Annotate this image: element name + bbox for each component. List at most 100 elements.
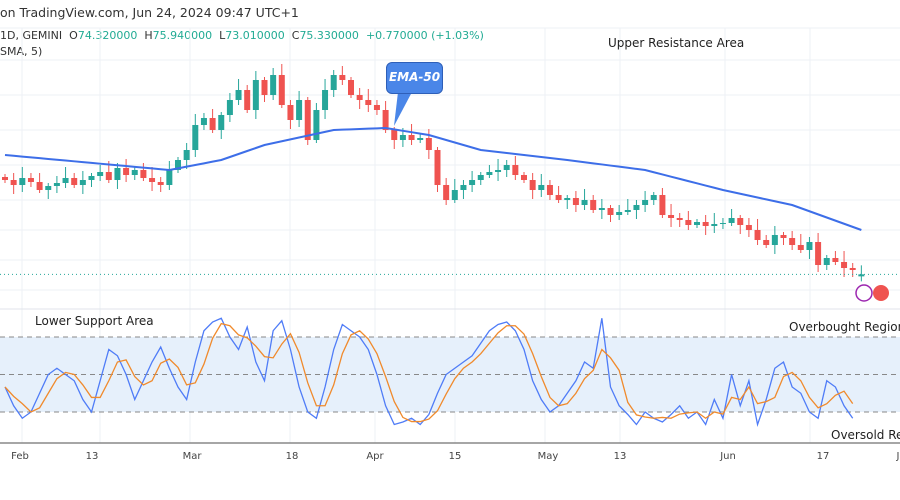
candle-body xyxy=(650,195,657,200)
overbought-label: Overbought Region xyxy=(789,320,900,334)
indicator-legend: SMA, 5) xyxy=(0,45,43,58)
candle-body xyxy=(546,185,553,195)
x-tick-label: Mar xyxy=(182,451,202,462)
candle-body xyxy=(598,208,605,210)
high-value: 75.940000 xyxy=(152,29,213,42)
candle-body xyxy=(391,130,398,140)
candle-body xyxy=(339,75,346,80)
x-tick-label: Jun xyxy=(720,451,736,462)
candle-body xyxy=(659,195,666,215)
candle-body xyxy=(62,178,69,183)
candle-body xyxy=(417,138,424,140)
candle-body xyxy=(218,115,225,130)
candle-body xyxy=(858,274,865,277)
candle-body xyxy=(512,165,519,175)
candle-body xyxy=(200,118,207,125)
candle-body xyxy=(382,110,389,130)
candle-body xyxy=(140,170,147,178)
candle-body xyxy=(53,183,60,186)
stochastic-k-line xyxy=(4,317,854,427)
x-tick-label: 17 xyxy=(816,451,830,462)
candle-body xyxy=(503,165,510,170)
candle-body xyxy=(711,224,718,226)
candle-body xyxy=(564,198,571,200)
candle-body xyxy=(521,175,527,180)
stochastic-d-line xyxy=(4,322,854,423)
change-value: +0.770000 (+1.03%) xyxy=(365,29,484,42)
close-value: 75.330000 xyxy=(299,29,359,42)
candle-body xyxy=(486,172,493,175)
candle-body xyxy=(183,150,190,160)
chart-source-header: on TradingView.com, Jun 24, 2024 09:47 U… xyxy=(0,5,299,20)
candle-body xyxy=(745,225,752,230)
candle-body xyxy=(313,110,320,140)
candle-body xyxy=(278,75,285,105)
candle-body xyxy=(685,220,692,225)
candle-body xyxy=(806,242,813,250)
symbol-label: 1D, GEMINI xyxy=(0,29,63,42)
candle-body xyxy=(2,177,8,180)
candle-body xyxy=(114,168,121,180)
candle-body xyxy=(460,185,467,190)
candle-body xyxy=(624,210,631,212)
candle-body xyxy=(27,178,34,182)
candle-body xyxy=(330,75,337,90)
candle-body xyxy=(451,190,458,200)
candle-body xyxy=(841,262,848,268)
candle-body xyxy=(737,218,744,225)
candle-body xyxy=(356,95,363,100)
candle-body xyxy=(45,186,52,190)
candle-body xyxy=(149,178,156,182)
candle-body xyxy=(322,90,329,110)
candle-body xyxy=(797,245,804,250)
candle-body xyxy=(88,176,95,180)
x-tick-label: 15 xyxy=(448,451,462,462)
candle-body xyxy=(815,242,822,265)
candle-body xyxy=(469,180,476,185)
ema-50-line xyxy=(4,126,862,231)
candle-body xyxy=(780,235,787,238)
candle-body xyxy=(676,218,683,220)
candle-body xyxy=(166,170,173,185)
x-tick-label: Apr xyxy=(366,451,384,462)
candle-body xyxy=(287,105,294,120)
x-tick-label: 18 xyxy=(285,451,299,462)
candle-body xyxy=(36,182,43,190)
candle-body xyxy=(823,258,830,265)
ohlc-legend: 1D, GEMINI O74.320000 H75.940000 L73.010… xyxy=(0,29,484,42)
candle-body xyxy=(105,172,112,180)
candle-body xyxy=(633,205,640,210)
candle-body xyxy=(590,200,597,210)
dividend-event-icon xyxy=(855,284,873,302)
x-tick-label: May xyxy=(537,451,559,462)
candle-body xyxy=(849,268,856,270)
candle-body xyxy=(365,100,372,105)
candle-body xyxy=(244,90,251,110)
candle-body xyxy=(123,168,130,175)
candle-body xyxy=(97,172,104,176)
candle-body xyxy=(702,222,709,226)
candle-body xyxy=(209,118,216,130)
candle-body xyxy=(789,238,796,245)
lower-support-label: Lower Support Area xyxy=(35,314,154,328)
candle-body xyxy=(668,215,675,218)
candle-body xyxy=(728,218,735,223)
candle-body xyxy=(252,80,259,110)
candle-body xyxy=(192,125,199,150)
candle-body xyxy=(832,258,839,262)
ema-callout-pointer xyxy=(394,92,412,126)
candle-body xyxy=(694,222,700,225)
candle-body xyxy=(719,223,726,224)
candle-body xyxy=(296,100,303,120)
candle-body xyxy=(131,170,138,175)
candle-body xyxy=(408,135,415,140)
upper-resistance-label: Upper Resistance Area xyxy=(608,36,745,50)
candle-body xyxy=(425,138,432,150)
candle-body xyxy=(443,185,450,200)
candle-body xyxy=(771,235,778,245)
candle-body xyxy=(261,80,268,95)
oversold-label: Oversold Reg xyxy=(831,428,900,442)
candle-body xyxy=(19,178,26,185)
x-tick-label: 13 xyxy=(613,451,627,462)
